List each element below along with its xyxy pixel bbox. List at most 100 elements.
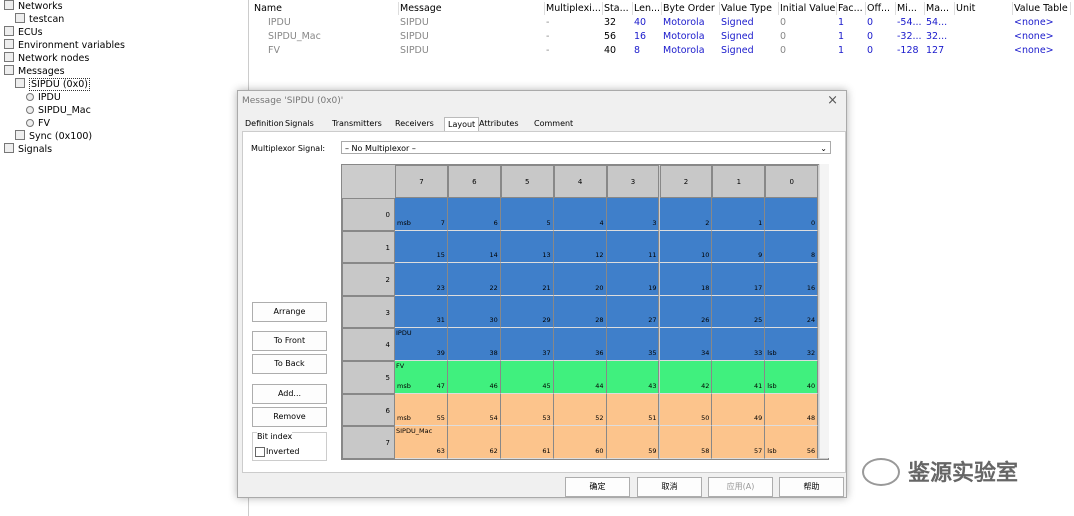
tree-item[interactable]: testcan bbox=[15, 13, 64, 26]
side-button[interactable]: Add... bbox=[252, 384, 327, 404]
tree-label: Network nodes bbox=[18, 53, 90, 64]
tree-item[interactable]: SIPDU (0x0) bbox=[15, 78, 90, 91]
bit-number: 63 bbox=[436, 446, 445, 455]
tab[interactable]: Attributes bbox=[479, 119, 519, 128]
bit-column-header: 4 bbox=[553, 165, 607, 198]
bit-column-header: 1 bbox=[712, 165, 766, 198]
footer-button[interactable]: 帮助 bbox=[779, 477, 844, 497]
signal-table: Name Message Multiplexi... Sta... Len... Byte… bbox=[250, 0, 1074, 60]
side-button[interactable]: Arrange bbox=[252, 302, 327, 322]
footer-button[interactable]: 确定 bbox=[565, 477, 630, 497]
bit-number: 21 bbox=[542, 283, 551, 292]
bit-cell: 7 msb bbox=[395, 198, 448, 231]
side-button[interactable]: To Front bbox=[252, 331, 327, 351]
column-header[interactable]: Mi... bbox=[897, 2, 925, 15]
bit-number: 19 bbox=[648, 283, 657, 292]
bit-number: 44 bbox=[595, 381, 604, 390]
column-header[interactable]: Initial Value bbox=[780, 2, 837, 15]
bit-cell: 46 bbox=[447, 361, 501, 394]
tree-item[interactable]: FV bbox=[26, 117, 50, 130]
column-header[interactable]: Ma... bbox=[926, 2, 955, 15]
inverted-checkbox[interactable] bbox=[255, 447, 265, 457]
column-header[interactable]: Name bbox=[254, 2, 399, 15]
bit-cell: 37 bbox=[500, 328, 554, 361]
multiplexor-select[interactable]: – No Multiplexor – ⌄ bbox=[341, 141, 831, 154]
bit-cell: 39 IPDU bbox=[395, 328, 448, 361]
column-header[interactable]: Sta... bbox=[604, 2, 633, 15]
footer-button[interactable]: 取消 bbox=[637, 477, 702, 497]
bit-cell: 14 bbox=[447, 230, 501, 264]
msb-marker: msb bbox=[397, 381, 411, 390]
bit-cell: 63 SIPDU_Mac bbox=[395, 426, 448, 459]
tree-item[interactable]: Sync (0x100) bbox=[15, 130, 92, 143]
tree-icon bbox=[26, 119, 34, 127]
bit-number: 16 bbox=[806, 283, 816, 292]
tree-item[interactable]: Network nodes bbox=[4, 52, 89, 65]
column-header[interactable]: Byte Order bbox=[663, 2, 720, 15]
msb-marker: msb bbox=[397, 414, 411, 423]
byte-row-header: 1 bbox=[342, 230, 395, 264]
bit-cell: 5 bbox=[500, 198, 554, 231]
bit-number: 60 bbox=[595, 446, 604, 455]
table-cell: 16 bbox=[634, 31, 647, 42]
tree-label: testcan bbox=[29, 14, 65, 25]
side-button[interactable]: Remove bbox=[252, 407, 327, 427]
table-cell: Motorola bbox=[663, 31, 705, 42]
column-header[interactable]: Multiplexi... bbox=[546, 2, 603, 15]
tree-icon bbox=[15, 13, 25, 23]
lsb-marker: lsb bbox=[767, 348, 777, 357]
table-cell: 1 bbox=[838, 45, 845, 56]
tab[interactable]: Transmitters bbox=[332, 119, 382, 128]
column-header[interactable]: Unit bbox=[956, 2, 1013, 15]
bit-number: 51 bbox=[648, 414, 657, 423]
bit-number: 47 bbox=[436, 381, 445, 390]
tab[interactable]: Signals bbox=[285, 119, 314, 128]
scrollbar[interactable] bbox=[819, 164, 829, 458]
bit-cell: 40 lsb bbox=[765, 361, 819, 394]
bit-number: 49 bbox=[754, 414, 763, 423]
bit-cell: 55 msb bbox=[395, 393, 448, 427]
table-cell bbox=[956, 30, 1012, 43]
bit-cell: 11 bbox=[606, 230, 660, 264]
tab[interactable]: Comment bbox=[534, 119, 574, 128]
bit-cell: 15 bbox=[395, 230, 448, 264]
column-header[interactable]: Value Table bbox=[1014, 2, 1071, 15]
bit-cell: 23 bbox=[395, 263, 448, 296]
tree-item[interactable]: SIPDU_Mac bbox=[26, 104, 91, 117]
tree-label: ECUs bbox=[18, 27, 43, 38]
column-header[interactable]: Len... bbox=[634, 2, 662, 15]
tree-icon bbox=[4, 26, 14, 36]
bit-cell: 20 bbox=[553, 263, 607, 296]
bit-cell: 62 bbox=[447, 426, 501, 459]
multiplexor-value: – No Multiplexor – bbox=[345, 144, 416, 153]
tab[interactable]: Receivers bbox=[395, 119, 434, 128]
tree-item[interactable]: Environment variables bbox=[4, 39, 125, 52]
bit-cell: 57 bbox=[712, 426, 766, 459]
bit-number: 41 bbox=[754, 381, 763, 390]
bit-cell: 9 bbox=[712, 230, 766, 264]
tree-item[interactable]: Networks bbox=[4, 0, 63, 13]
table-cell: 0 bbox=[867, 45, 874, 56]
tab[interactable]: Layout bbox=[444, 117, 480, 132]
bit-cell: 25 bbox=[712, 295, 766, 329]
table-cell: 127 bbox=[926, 45, 945, 56]
multiplexor-label: Multiplexor Signal: bbox=[251, 144, 326, 153]
side-button[interactable]: To Back bbox=[252, 354, 327, 374]
bit-number: 42 bbox=[701, 381, 710, 390]
bit-cell: 59 bbox=[606, 426, 660, 459]
column-header[interactable]: Value Type bbox=[721, 2, 779, 15]
tab[interactable]: Definition bbox=[245, 119, 284, 128]
footer-button[interactable]: 应用(A) bbox=[708, 477, 773, 497]
tree-icon bbox=[15, 78, 25, 88]
tree-item[interactable]: IPDU bbox=[26, 91, 61, 104]
column-header[interactable]: Message bbox=[400, 2, 545, 15]
tree-item[interactable]: Messages bbox=[4, 65, 65, 78]
column-header[interactable]: Off... bbox=[867, 2, 896, 15]
close-button[interactable]: × bbox=[827, 93, 838, 108]
tree-label: SIPDU (0x0) bbox=[29, 78, 90, 91]
bit-cell: 51 bbox=[606, 393, 660, 427]
bit-cell: 48 bbox=[765, 393, 819, 427]
tree-item[interactable]: Signals bbox=[4, 143, 52, 156]
column-header[interactable]: Fac... bbox=[838, 2, 866, 15]
tree-item[interactable]: ECUs bbox=[4, 26, 43, 39]
